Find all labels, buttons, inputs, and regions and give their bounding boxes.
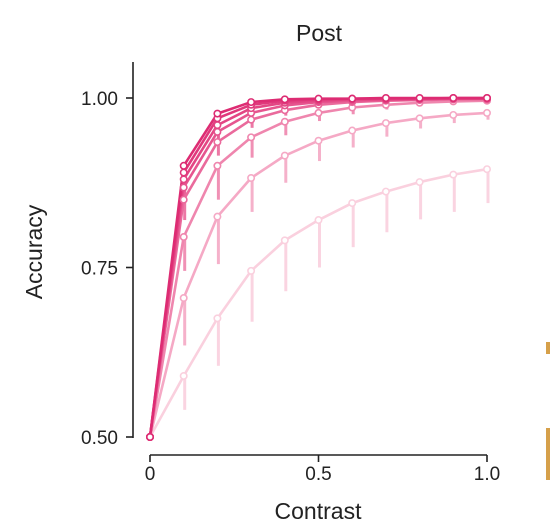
y-ticks: 0.50 0.75 1.00: [81, 89, 133, 449]
data-point: [348, 199, 357, 208]
y-axis-title: Accuracy: [21, 204, 47, 299]
data-point: [280, 95, 289, 104]
data-point: [280, 117, 289, 126]
data-point: [213, 161, 222, 170]
data-point: [449, 170, 458, 179]
data-point: [247, 115, 256, 124]
data-point: [247, 98, 256, 107]
error-bars: [183, 100, 490, 410]
x-axis-title: Contrast: [275, 498, 363, 524]
data-point: [213, 314, 222, 323]
data-point: [381, 94, 390, 103]
data-point: [415, 94, 424, 103]
data-point: [179, 195, 188, 204]
data-point: [415, 114, 424, 123]
series-line-1: [148, 167, 488, 438]
data-point: [213, 212, 222, 221]
data-point: [179, 168, 188, 177]
x-tick-label: 0.5: [305, 464, 331, 485]
data-point: [482, 108, 491, 117]
data-point: [314, 136, 323, 145]
data-point: [314, 94, 323, 103]
data-point: [482, 165, 491, 174]
data-point: [213, 127, 222, 136]
data-point: [179, 175, 188, 184]
y-tick-label: 1.00: [81, 89, 118, 110]
data-point: [482, 94, 491, 103]
data-point: [314, 216, 323, 225]
data-point: [179, 161, 188, 170]
data-point: [449, 110, 458, 119]
data-point: [449, 94, 458, 103]
edge-mark-lower: [546, 428, 550, 480]
data-point: [146, 432, 155, 441]
data-point: [381, 119, 390, 128]
data-point: [213, 109, 222, 118]
x-tick-label: 0: [145, 464, 156, 485]
data-point: [314, 108, 323, 117]
y-tick-label: 0.75: [81, 259, 118, 280]
data-point: [213, 138, 222, 147]
data-point: [348, 126, 357, 135]
data-point: [247, 174, 256, 183]
data-point: [179, 183, 188, 192]
data-point: [179, 232, 188, 241]
data-point: [179, 371, 188, 380]
data-point: [348, 94, 357, 103]
data-point: [280, 236, 289, 245]
data-point: [280, 151, 289, 160]
data-point: [415, 178, 424, 187]
edge-mark-upper: [546, 342, 550, 354]
data-point: [247, 133, 256, 142]
data-point: [179, 294, 188, 303]
y-tick-label: 0.50: [81, 428, 118, 449]
chart-title: Post: [296, 20, 343, 46]
data-point: [213, 121, 222, 130]
series-points: [146, 94, 491, 441]
data-point: [381, 187, 390, 196]
x-ticks: 0 0.5 1.0: [145, 455, 500, 485]
data-point: [247, 266, 256, 275]
x-tick-label: 1.0: [474, 464, 500, 485]
